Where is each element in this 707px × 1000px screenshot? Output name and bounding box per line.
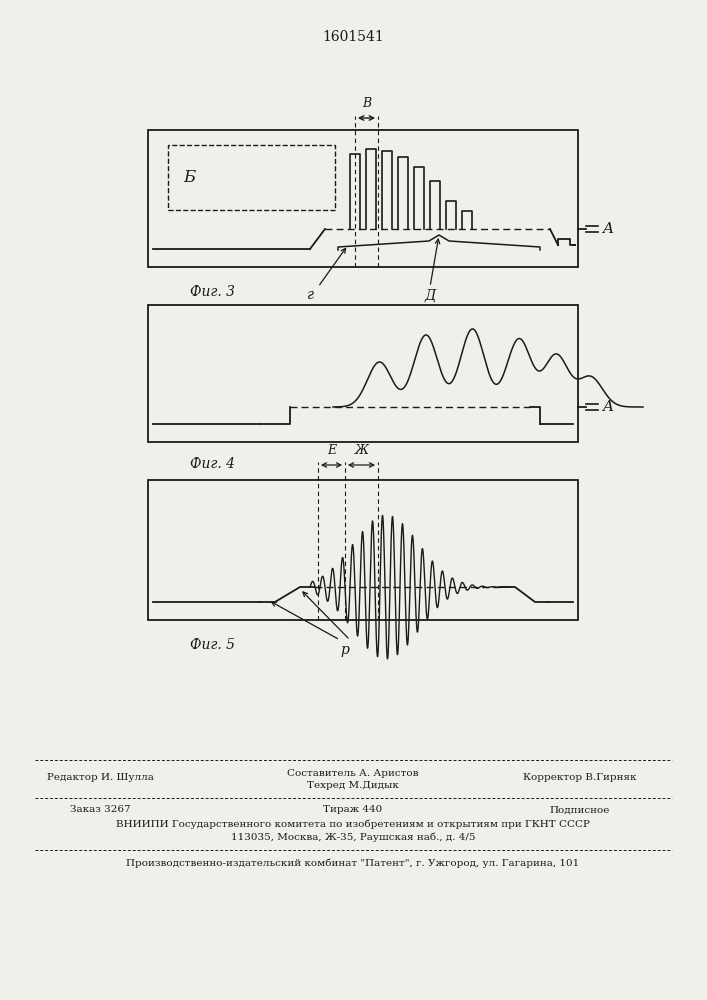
Text: ВНИИПИ Государственного комитета по изобретениям и открытиям при ГКНТ СССР: ВНИИПИ Государственного комитета по изоб…	[116, 819, 590, 829]
Text: B: B	[362, 97, 371, 110]
Bar	[168, 145, 335, 210]
Text: Фиг. 3: Фиг. 3	[190, 285, 235, 299]
Text: Б: Б	[183, 169, 195, 186]
Text: Составитель А. Аристов: Составитель А. Аристов	[287, 768, 419, 778]
Text: Ж: Ж	[354, 444, 368, 457]
Text: Фиг. 4: Фиг. 4	[190, 457, 235, 471]
Text: Тираж 440: Тираж 440	[323, 806, 382, 814]
Text: 1601541: 1601541	[322, 30, 384, 44]
Text: Фиг. 5: Фиг. 5	[190, 638, 235, 652]
Text: Д: Д	[424, 288, 436, 302]
Text: Производственно-издательский комбинат "Патент", г. Ужгород, ул. Гагарина, 101: Производственно-издательский комбинат "П…	[127, 858, 580, 868]
Text: р: р	[341, 643, 349, 657]
Text: E: E	[327, 444, 336, 457]
Text: Техред М.Дидык: Техред М.Дидык	[307, 780, 399, 790]
Text: Редактор И. Шулла: Редактор И. Шулла	[47, 774, 153, 782]
Bar	[148, 130, 578, 267]
Text: Корректор В.Гирняк: Корректор В.Гирняк	[523, 774, 637, 782]
Text: 113035, Москва, Ж-35, Раушская наб., д. 4/5: 113035, Москва, Ж-35, Раушская наб., д. …	[230, 832, 475, 842]
Text: Заказ 3267: Заказ 3267	[70, 806, 130, 814]
Text: A: A	[602, 222, 613, 236]
Text: Подписное: Подписное	[550, 806, 610, 814]
Bar	[148, 480, 578, 620]
Bar	[148, 305, 578, 442]
Text: г: г	[307, 288, 313, 302]
Text: A: A	[602, 400, 613, 414]
